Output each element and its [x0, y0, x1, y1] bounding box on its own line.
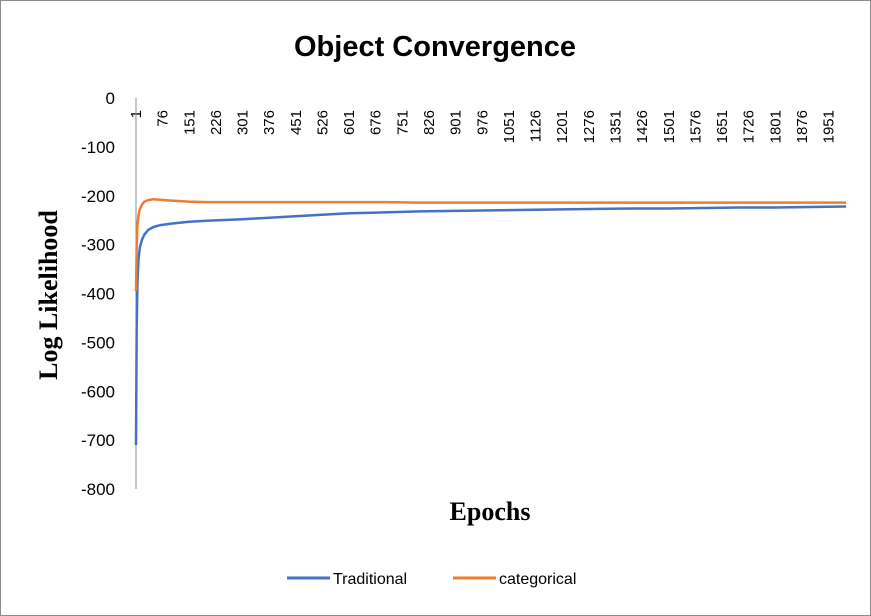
x-tick-label: 451 — [288, 110, 305, 135]
x-tick-label: 1351 — [607, 110, 624, 143]
series-line-traditional — [134, 205, 847, 446]
x-tick-label: 1276 — [581, 110, 598, 143]
x-tick-label: 1126 — [528, 110, 545, 142]
y-tick-label: -600 — [81, 382, 115, 401]
x-tick-label: 76 — [155, 110, 172, 127]
y-tick-label: -200 — [81, 187, 115, 206]
legend-label-categorical: categorical — [499, 571, 576, 588]
x-tick-label: 1801 — [767, 110, 784, 143]
chart-title: Object Convergence — [294, 31, 576, 63]
y-tick-label: -100 — [81, 138, 115, 157]
x-tick-label: 1726 — [741, 110, 758, 143]
x-tick-label: 1201 — [554, 110, 571, 143]
x-axis-label: Epochs — [450, 497, 531, 526]
y-tick-label: -700 — [81, 431, 115, 450]
x-tick-label: 1951 — [821, 110, 838, 143]
x-tick-label: 601 — [341, 110, 358, 135]
x-tick-label: 976 — [474, 110, 491, 135]
x-tick-label: 751 — [394, 110, 411, 135]
x-tick-label: 1651 — [714, 110, 731, 143]
x-tick-label: 1426 — [634, 110, 651, 143]
series-line-categorical — [134, 197, 846, 292]
legend-label-traditional: Traditional — [333, 571, 407, 588]
x-tick-label: 1051 — [501, 110, 518, 143]
y-tick-label: -400 — [81, 285, 115, 304]
y-axis-label: Log Likelihood — [34, 210, 63, 380]
plot-lines — [134, 197, 847, 446]
x-tick-label: 226 — [208, 110, 225, 135]
x-tick-label: 151 — [181, 110, 198, 135]
x-tick-label: 1501 — [661, 110, 678, 143]
x-tick-label: 301 — [235, 110, 252, 135]
y-tick-label: -300 — [81, 236, 115, 255]
y-axis-ticks: 0 -100 -200 -300 -400 -500 -600 -700 -800 — [81, 89, 115, 499]
y-tick-label: 0 — [106, 89, 115, 108]
x-axis-ticks: 1761512263013764515266016767518269019761… — [128, 110, 838, 143]
y-tick-label: -500 — [81, 333, 115, 352]
x-tick-label: 376 — [261, 110, 278, 135]
y-tick-label: -800 — [81, 480, 115, 499]
legend: Traditional categorical — [287, 571, 576, 588]
x-tick-label: 1576 — [687, 110, 704, 143]
x-tick-label: 901 — [448, 110, 465, 135]
x-tick-label: 1876 — [794, 110, 811, 143]
x-tick-label: 826 — [421, 110, 438, 135]
x-tick-label: 526 — [314, 110, 331, 135]
x-tick-label: 676 — [368, 110, 385, 135]
